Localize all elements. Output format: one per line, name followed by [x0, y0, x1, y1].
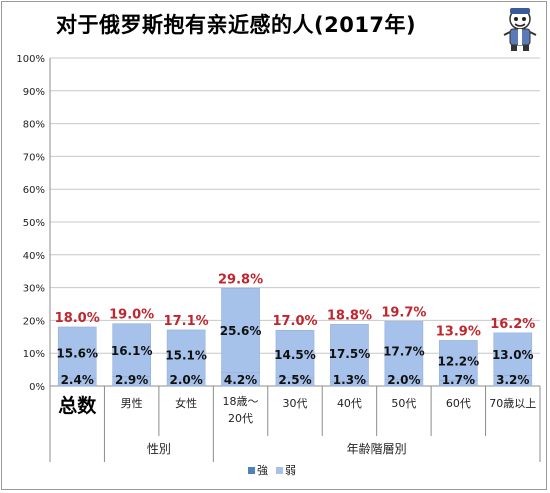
data-label-weak: 17.5% — [329, 347, 371, 361]
y-tick-label: 70% — [23, 152, 45, 163]
legend-label: 弱 — [285, 464, 296, 477]
bar-segment-weak — [221, 288, 260, 373]
data-label-strong: 2.0% — [169, 373, 202, 387]
group-label: 性別 — [147, 442, 171, 456]
category-label: 50代 — [391, 397, 416, 410]
bar-segment-weak — [275, 329, 315, 379]
data-label-strong: 4.2% — [224, 373, 257, 387]
data-label-total: 17.1% — [164, 314, 209, 329]
data-label-total: 19.7% — [381, 305, 426, 320]
data-label-total: 16.2% — [490, 317, 535, 332]
y-tick-label: 100% — [16, 54, 45, 65]
y-tick-label: 30% — [23, 284, 45, 295]
y-tick-label: 10% — [23, 349, 45, 360]
data-label-weak: 12.2% — [438, 354, 480, 368]
mascot-logo-icon — [498, 5, 542, 53]
y-tick-label: 90% — [23, 87, 45, 98]
y-tick-label: 40% — [23, 251, 45, 262]
bar-segment-weak — [330, 324, 369, 382]
data-label-strong: 1.7% — [442, 373, 475, 387]
bar-segment-weak — [166, 329, 206, 380]
legend-swatch — [276, 467, 283, 474]
data-label-weak: 15.1% — [165, 349, 207, 363]
category-label: 女性 — [175, 396, 197, 410]
category-label: 18歳～ — [223, 395, 259, 408]
bar-segment-weak — [112, 323, 151, 377]
y-tick-label: 60% — [23, 185, 45, 196]
data-label-total: 17.0% — [272, 314, 317, 329]
data-label-weak: 14.5% — [274, 348, 316, 362]
bar-segment-weak — [384, 321, 424, 380]
data-label-weak: 16.1% — [111, 344, 153, 358]
data-label-strong: 2.0% — [387, 373, 420, 387]
y-tick-label: 80% — [23, 120, 45, 131]
y-tick-label: 50% — [23, 218, 45, 229]
data-label-strong: 3.2% — [496, 373, 529, 387]
bar-segment-weak — [493, 332, 533, 376]
data-label-total: 19.0% — [109, 308, 154, 323]
data-label-strong: 2.4% — [61, 373, 94, 387]
data-label-total: 13.9% — [436, 324, 481, 339]
category-label: 20代 — [228, 412, 253, 425]
bar-segment-weak — [57, 326, 97, 379]
data-label-weak: 13.0% — [492, 348, 534, 362]
data-label-total: 18.0% — [55, 311, 100, 326]
y-tick-label: 0% — [29, 382, 45, 393]
data-label-weak: 17.7% — [383, 344, 425, 358]
legend-swatch — [248, 467, 255, 474]
group-label: 年齢階層別 — [347, 441, 407, 456]
data-label-strong: 2.9% — [115, 373, 148, 387]
category-label: 40代 — [337, 397, 362, 410]
category-label: 总数 — [58, 394, 97, 417]
category-label: 70歳以上 — [489, 397, 536, 410]
bar-segment-weak — [439, 340, 478, 381]
data-label-weak: 25.6% — [220, 324, 262, 338]
data-label-total: 18.8% — [327, 308, 372, 323]
legend-label: 強 — [257, 464, 268, 477]
y-tick-label: 20% — [23, 316, 45, 327]
category-label: 60代 — [446, 397, 471, 410]
data-label-strong: 1.3% — [333, 373, 366, 387]
category-label: 男性 — [121, 396, 143, 410]
chart-title: 对于俄罗斯抱有亲近感的人(2017年) — [56, 13, 417, 37]
data-label-strong: 2.5% — [278, 373, 311, 387]
data-label-total: 29.8% — [218, 272, 263, 287]
category-label: 30代 — [283, 397, 308, 410]
data-label-weak: 15.6% — [56, 347, 98, 361]
